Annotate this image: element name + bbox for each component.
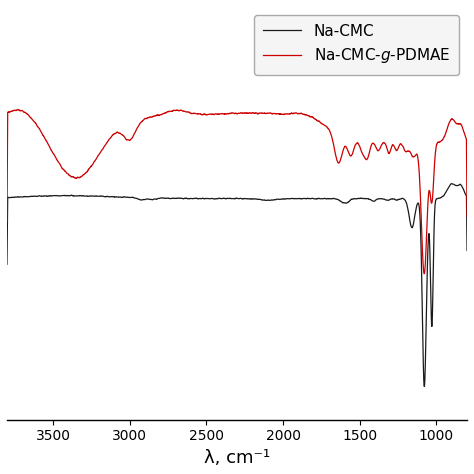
- Na-CMC-$\it{g}$-PDMAE: [16, 107, 21, 112]
- Na-CMC-$\it{g}$-PDMAE: [421, 271, 427, 276]
- X-axis label: λ, cm⁻¹: λ, cm⁻¹: [204, 449, 270, 467]
- Na-CMC-$\it{g}$-PDMAE: [201, 111, 206, 117]
- Na-CMC: [456, 182, 461, 188]
- Na-CMC-$\it{g}$-PDMAE: [4, 219, 10, 225]
- Na-CMC: [464, 248, 470, 254]
- Na-CMC-$\it{g}$-PDMAE: [181, 108, 186, 114]
- Legend: Na-CMC, Na-CMC-$\it{g}$-PDMAE: Na-CMC, Na-CMC-$\it{g}$-PDMAE: [254, 15, 459, 74]
- Na-CMC: [406, 209, 411, 215]
- Na-CMC: [201, 195, 206, 201]
- Na-CMC: [56, 193, 62, 199]
- Na-CMC-$\it{g}$-PDMAE: [84, 169, 90, 175]
- Na-CMC: [84, 193, 90, 199]
- Na-CMC: [421, 383, 427, 389]
- Line: Na-CMC: Na-CMC: [7, 183, 467, 386]
- Na-CMC-$\it{g}$-PDMAE: [406, 148, 411, 154]
- Na-CMC: [181, 196, 186, 201]
- Na-CMC: [4, 261, 10, 267]
- Line: Na-CMC-$\it{g}$-PDMAE: Na-CMC-$\it{g}$-PDMAE: [7, 109, 467, 273]
- Na-CMC-$\it{g}$-PDMAE: [57, 161, 63, 166]
- Na-CMC-$\it{g}$-PDMAE: [456, 121, 461, 127]
- Na-CMC: [449, 181, 455, 186]
- Na-CMC-$\it{g}$-PDMAE: [464, 214, 470, 219]
